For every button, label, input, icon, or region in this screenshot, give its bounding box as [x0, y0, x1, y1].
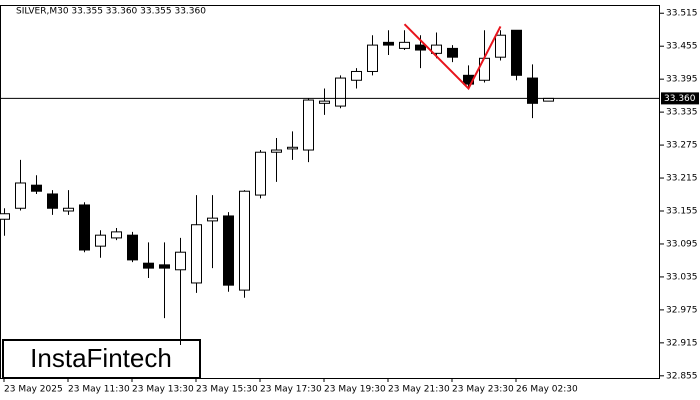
- candle-body: [303, 99, 314, 151]
- candle-body: [95, 234, 106, 247]
- candle-body: [271, 149, 282, 153]
- candle-body: [47, 193, 58, 209]
- candle-body: [367, 44, 378, 72]
- y-tick-label: 33.515: [666, 9, 698, 19]
- candle-body: [79, 204, 90, 251]
- x-tick-label: 23 May 21:30: [388, 385, 450, 395]
- candle-body: [143, 262, 154, 269]
- candle-body: [287, 146, 298, 150]
- y-tick-label: 33.035: [666, 272, 698, 282]
- y-tick-label: 32.855: [666, 371, 698, 381]
- logo-box: [2, 339, 201, 379]
- y-tick-label: 33.335: [666, 108, 698, 118]
- candle-body: [31, 184, 42, 192]
- candle-body: [207, 217, 218, 222]
- y-tick-label: 32.975: [666, 305, 698, 315]
- y-tick-label: 33.395: [666, 75, 698, 85]
- candle-body: [223, 215, 234, 286]
- candle-body: [495, 34, 506, 58]
- candle-body: [511, 29, 522, 76]
- chart-title: SILVER,M30 33.355 33.360 33.355 33.360: [16, 7, 206, 17]
- y-tick-label: 33.455: [666, 42, 698, 52]
- candle-body: [431, 44, 442, 54]
- candle-body: [351, 70, 362, 81]
- x-tick-label: 23 May 11:30: [68, 385, 130, 395]
- candle-body: [479, 57, 490, 81]
- x-tick-label: 23 May 23:30: [452, 385, 514, 395]
- y-tick-label: 33.275: [666, 141, 698, 151]
- candle-body: [175, 251, 186, 271]
- pattern-line: [403, 23, 502, 91]
- x-tick-label: 26 May 02:30: [516, 385, 578, 395]
- candle-body: [335, 77, 346, 107]
- candle-body: [191, 224, 202, 284]
- candle-body: [383, 41, 394, 46]
- price-label-box: [661, 92, 699, 105]
- candle-body: [15, 182, 26, 209]
- candle-body: [111, 231, 122, 239]
- x-tick-label: 23 May 17:30: [260, 385, 322, 395]
- candle-body: [399, 41, 410, 49]
- y-tick-label: 33.215: [666, 174, 698, 184]
- candle-body: [255, 151, 266, 196]
- candle-body: [127, 234, 138, 261]
- x-tick-label: 23 May 13:30: [132, 385, 194, 395]
- y-tick-label: 33.095: [666, 239, 698, 249]
- candle-body: [527, 77, 538, 104]
- x-tick-label: 23 May 19:30: [324, 385, 386, 395]
- y-tick-label: 32.915: [666, 338, 698, 348]
- logo: InstaFintech: [30, 343, 172, 373]
- candle-body: [63, 207, 74, 212]
- price-label: 33.360: [664, 94, 696, 104]
- candle-body: [0, 213, 10, 220]
- candle-body: [319, 100, 330, 104]
- x-tick-label: 23 May 15:30: [196, 385, 258, 395]
- y-tick-label: 33.155: [666, 207, 698, 217]
- plot-frame: [0, 5, 660, 379]
- candle-body: [447, 47, 458, 58]
- candle-body: [239, 190, 250, 291]
- candle-body: [415, 44, 426, 51]
- candle-body: [159, 264, 170, 269]
- x-tick-label: 23 May 2025: [4, 385, 63, 395]
